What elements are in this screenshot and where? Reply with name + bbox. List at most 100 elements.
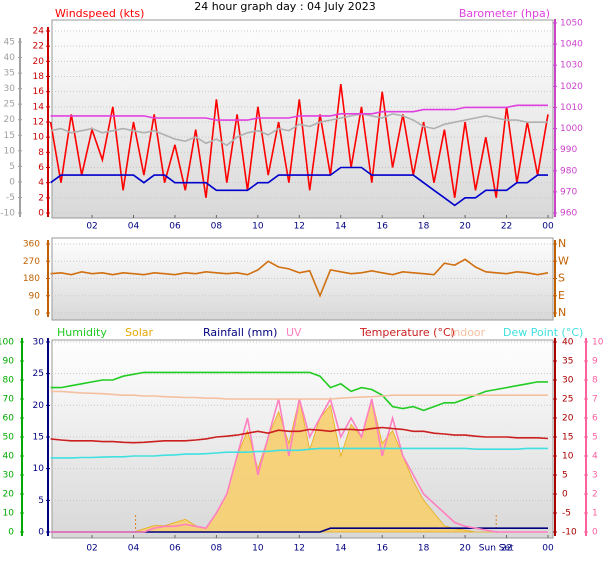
y-tick-label: 0 (8, 528, 14, 538)
y-tick-label: 8 (38, 148, 44, 158)
series-line (49, 84, 549, 198)
y-tick-label: 270 (23, 257, 40, 267)
x-tick-label: 14 (335, 222, 347, 232)
legend-label: Humidity (57, 326, 107, 339)
y-tick-label: N (558, 306, 566, 319)
x-tick-label: 12 (294, 544, 305, 554)
y-tick-label: 80 (3, 376, 15, 386)
y-tick-label: 100 (0, 338, 14, 348)
y-tick-label: 0 (38, 528, 44, 538)
y-tick-label: 15 (562, 433, 573, 443)
y-tick-label: 0 (9, 177, 15, 187)
y-tick-label: 70 (3, 395, 15, 405)
y-tick-label: 1040 (560, 40, 583, 50)
y-tick-label: 6 (592, 414, 598, 424)
y-tick-label: N (558, 237, 566, 250)
y-tick-label: 360 (23, 240, 40, 250)
y-tick-label: -10 (0, 209, 15, 219)
y-tick-label: 25 (562, 395, 573, 405)
y-tick-label: 980 (560, 166, 577, 176)
y-tick-label: 10 (33, 464, 45, 474)
x-tick-label: 22 (501, 222, 512, 232)
y-tick-label: 16 (33, 87, 45, 97)
y-tick-label: 0 (34, 309, 40, 319)
series-line (50, 447, 548, 459)
y-tick-label: S (558, 272, 565, 285)
y-tick-label: 8 (592, 376, 598, 386)
y-tick-label: 4 (592, 452, 598, 462)
chart-title: 24 hour graph day : 04 July 2023 (194, 0, 376, 13)
y-tick-label: 2 (592, 490, 598, 500)
y-tick-label: 20 (3, 490, 15, 500)
x-tick-label: 20 (459, 544, 471, 554)
legend-label: Dew Point (°C) (503, 326, 583, 339)
y-tick-label: 10 (4, 146, 16, 156)
y-tick-label: 5 (38, 496, 44, 506)
legend-label: Solar (125, 326, 154, 339)
legend-label: Rainfall (mm) (203, 326, 277, 339)
y-tick-label: 20 (33, 401, 45, 411)
y-tick-label: 10 (3, 509, 15, 519)
x-tick-label: 08 (211, 222, 223, 232)
y-tick-label: 20 (562, 414, 574, 424)
y-tick-label: 9 (592, 357, 598, 367)
x-tick-label: 18 (418, 544, 430, 554)
y-tick-label: 990 (560, 145, 577, 155)
y-tick-label: 24 (33, 27, 45, 37)
y-tick-label: 1 (592, 509, 598, 519)
series-line (50, 390, 548, 400)
y-tick-label: 3 (592, 471, 598, 481)
y-tick-label: 1030 (560, 61, 583, 71)
x-tick-label: 10 (252, 222, 264, 232)
y-tick-label: 35 (4, 69, 15, 79)
y-tick-label: 970 (560, 187, 577, 197)
legend-label: Windspeed (kts) (55, 7, 144, 20)
series-line (50, 371, 548, 412)
y-tick-label: 4 (38, 178, 44, 188)
y-tick-label: 30 (4, 84, 16, 94)
x-tick-label: 06 (169, 222, 181, 232)
y-tick-label: 0 (562, 490, 568, 500)
x-tick-label: 04 (128, 544, 140, 554)
legend-label: Temperature (°C) (359, 326, 455, 339)
x-tick-label: 04 (128, 222, 140, 232)
x-tick-label: 02 (86, 222, 97, 232)
x-tick-label: 08 (211, 544, 223, 554)
sunset-label: Sun Set (479, 544, 514, 554)
y-tick-label: 15 (33, 433, 44, 443)
y-tick-label: 90 (29, 291, 41, 301)
y-tick-label: 20 (4, 115, 16, 125)
x-tick-label: 22 (501, 544, 512, 554)
y-tick-label: 50 (3, 433, 15, 443)
series-line (50, 258, 549, 298)
y-tick-label: 7 (592, 395, 598, 405)
x-tick-label: 00 (542, 222, 554, 232)
y-tick-label: 5 (592, 433, 598, 443)
x-tick-label: 16 (376, 544, 388, 554)
x-tick-label: 12 (294, 222, 305, 232)
y-tick-label: 90 (3, 357, 15, 367)
y-tick-label: 40 (4, 53, 16, 63)
x-tick-label: 10 (252, 544, 264, 554)
y-tick-label: 60 (3, 414, 15, 424)
y-tick-label: -10 (562, 528, 577, 538)
plot-background (51, 19, 554, 219)
y-tick-label: 30 (562, 376, 574, 386)
x-tick-label: 00 (542, 544, 554, 554)
y-tick-label: 10 (33, 133, 45, 143)
y-tick-label: 2 (38, 193, 44, 203)
y-tick-label: W (558, 254, 569, 267)
y-tick-label: 40 (562, 338, 574, 348)
series-line (50, 104, 548, 121)
y-tick-label: 6 (38, 163, 44, 173)
y-tick-label: 22 (33, 42, 44, 52)
series-line (50, 166, 548, 207)
series-line (50, 112, 548, 147)
y-tick-label: 180 (23, 274, 40, 284)
x-tick-label: 06 (169, 544, 181, 554)
y-tick-label: 20 (33, 57, 45, 67)
y-tick-label: 960 (560, 209, 577, 219)
y-tick-label: 25 (33, 369, 44, 379)
series-line (50, 426, 549, 444)
y-tick-label: 5 (562, 471, 568, 481)
